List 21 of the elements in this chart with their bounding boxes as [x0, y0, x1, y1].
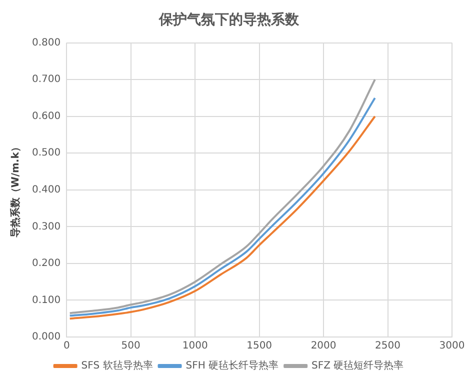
x-tick-label: 1500: [246, 340, 272, 352]
x-tick-label: 0: [63, 340, 70, 352]
y-tick-label: 0.100: [32, 294, 61, 306]
x-tick-label: 2000: [310, 340, 336, 352]
y-tick-label: 0.700: [32, 74, 61, 86]
y-tick-label: 0.800: [32, 37, 61, 48]
y-tick-label: 0.000: [32, 332, 61, 343]
legend-label: SFH 硬毡长纤导热率: [186, 360, 279, 372]
y-tick-label: 0.600: [32, 110, 61, 122]
legend-label: SFZ 硬毡短纤导热率: [312, 360, 404, 372]
y-tick-label: 0.300: [32, 221, 61, 232]
x-tick-label: 500: [121, 340, 140, 352]
y-tick-label: 0.500: [32, 148, 61, 159]
x-tick-label: 2500: [375, 340, 400, 352]
y-axis-title: 导热系数（W/m.k）: [10, 142, 22, 238]
x-tick-label: 1000: [182, 340, 208, 352]
y-tick-label: 0.400: [32, 184, 61, 196]
y-tick-label: 0.200: [32, 258, 61, 270]
chart-title: 保护气氛下的导热系数: [158, 11, 300, 28]
x-tick-label: 3000: [439, 340, 465, 352]
legend-label: SFS 软毡导热率: [81, 360, 153, 372]
